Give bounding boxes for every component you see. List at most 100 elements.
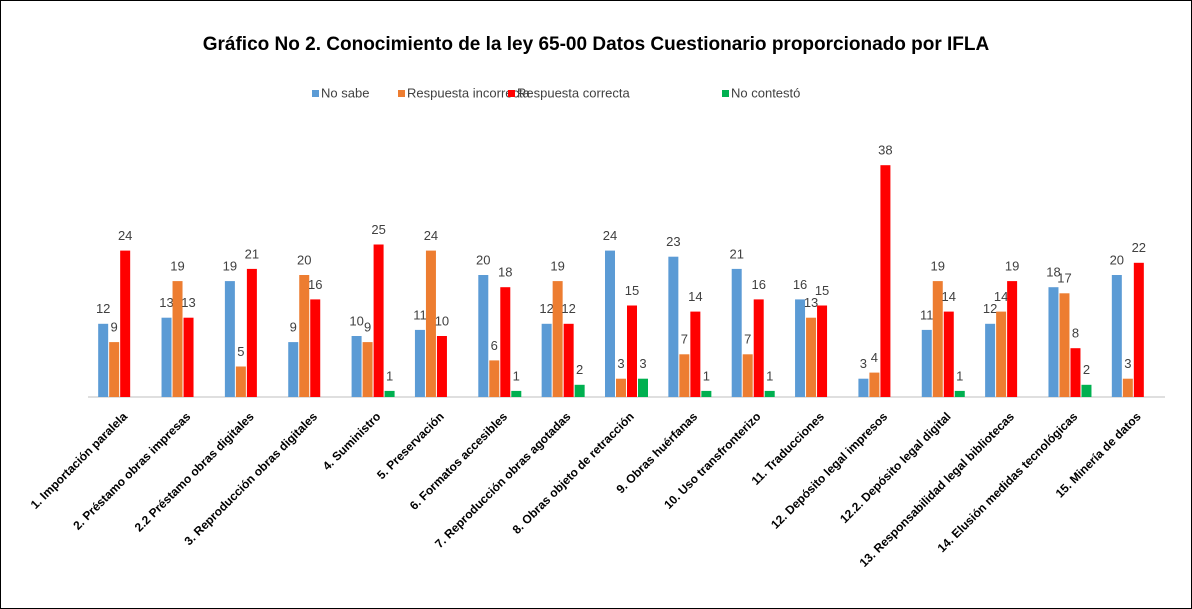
bar (478, 275, 489, 397)
value-label: 1 (956, 368, 963, 383)
bar (679, 354, 690, 397)
value-label: 20 (476, 252, 490, 267)
bar (500, 287, 511, 397)
bar (880, 165, 891, 397)
bar (1007, 281, 1018, 397)
bar (541, 323, 552, 397)
value-label: 7 (681, 332, 688, 347)
bar (425, 250, 436, 397)
value-label: 20 (1110, 252, 1124, 267)
bar (98, 323, 109, 397)
bar (1122, 378, 1133, 397)
value-label: 9 (290, 320, 297, 335)
value-label: 3 (860, 356, 867, 371)
value-label: 15 (815, 283, 829, 298)
value-label: 16 (751, 277, 765, 292)
legend-swatch (398, 90, 405, 97)
bar (414, 329, 425, 397)
legend-label: No contestó (731, 85, 800, 100)
value-label: 38 (878, 143, 892, 158)
bar (817, 305, 828, 397)
legend-swatch (508, 90, 515, 97)
value-label: 11 (920, 307, 934, 322)
bar (109, 342, 120, 397)
bar (436, 336, 447, 397)
value-label: 24 (424, 228, 438, 243)
bar (161, 317, 172, 397)
legend-label: Respuesta correcta (517, 85, 630, 100)
value-label: 19 (550, 259, 564, 274)
value-label: 12 (96, 301, 110, 316)
bar (701, 390, 712, 397)
value-label: 19 (931, 259, 945, 274)
bar (806, 317, 817, 397)
value-label: 4 (871, 350, 878, 365)
value-label: 6 (491, 338, 498, 353)
value-label: 20 (297, 252, 311, 267)
legend-label: No sabe (321, 85, 369, 100)
value-label: 14 (688, 289, 702, 304)
value-label: 2 (1083, 362, 1090, 377)
bar (742, 354, 753, 397)
bar (224, 281, 235, 397)
bar (288, 342, 299, 397)
bar (384, 390, 395, 397)
bar (690, 311, 701, 397)
value-label: 19 (170, 259, 184, 274)
value-label: 1 (386, 368, 393, 383)
legend-label: Respuesta incorrecta (407, 85, 531, 100)
value-label: 10 (349, 313, 363, 328)
value-label: 25 (371, 222, 385, 237)
bar (310, 299, 321, 397)
bar (489, 360, 500, 397)
value-label: 11 (413, 307, 427, 322)
value-label: 23 (666, 234, 680, 249)
bar (1133, 262, 1144, 397)
bar (943, 311, 954, 397)
bar (511, 390, 522, 397)
bar (120, 250, 131, 397)
bar (858, 378, 869, 397)
bar (299, 275, 310, 397)
value-label: 21 (729, 246, 743, 261)
value-label: 13 (804, 295, 818, 310)
value-label: 2 (576, 362, 583, 377)
value-label: 22 (1132, 240, 1146, 255)
value-label: 19 (1005, 259, 1019, 274)
value-label: 14 (942, 289, 956, 304)
bar (1048, 287, 1059, 397)
bar (183, 317, 194, 397)
value-label: 8 (1072, 326, 1079, 341)
value-label: 12 (983, 301, 997, 316)
value-label: 18 (1046, 265, 1060, 280)
bar (235, 366, 246, 397)
value-label: 3 (617, 356, 624, 371)
value-label: 9 (111, 320, 118, 335)
bar (362, 342, 373, 397)
bar (985, 323, 996, 397)
value-label: 24 (118, 228, 132, 243)
value-label: 1 (766, 368, 773, 383)
value-label: 3 (639, 356, 646, 371)
bar (1111, 275, 1122, 397)
bar (869, 372, 880, 397)
bar (731, 268, 742, 397)
value-label: 18 (498, 265, 512, 280)
bar (668, 256, 679, 397)
value-label: 12 (561, 301, 575, 316)
value-label: 5 (237, 344, 244, 359)
bar (764, 390, 775, 397)
bar (605, 250, 615, 397)
value-label: 9 (364, 320, 371, 335)
bar (246, 268, 257, 397)
value-label: 24 (603, 228, 617, 243)
bar (616, 378, 626, 397)
bar (552, 281, 563, 397)
legend-swatch (722, 90, 729, 97)
bar (574, 384, 585, 397)
value-label: 10 (435, 313, 449, 328)
legend-swatch (312, 90, 319, 97)
value-label: 21 (245, 246, 259, 261)
